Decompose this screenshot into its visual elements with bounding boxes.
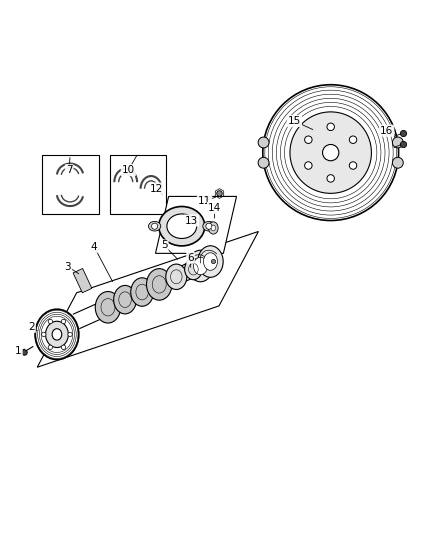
Circle shape	[206, 223, 212, 229]
Ellipse shape	[148, 221, 161, 231]
Text: 11: 11	[198, 196, 211, 206]
Circle shape	[258, 137, 269, 148]
Text: 3: 3	[64, 262, 71, 271]
Ellipse shape	[203, 253, 217, 270]
Ellipse shape	[159, 206, 205, 246]
Ellipse shape	[167, 214, 197, 238]
Bar	[42, 155, 99, 214]
Circle shape	[392, 157, 403, 168]
Ellipse shape	[113, 286, 136, 314]
Circle shape	[68, 332, 72, 336]
Ellipse shape	[52, 329, 62, 340]
Circle shape	[392, 137, 403, 148]
Text: 1: 1	[15, 345, 22, 356]
Circle shape	[48, 345, 53, 350]
Circle shape	[304, 162, 312, 169]
Circle shape	[61, 345, 66, 350]
Circle shape	[327, 175, 335, 182]
Bar	[73, 269, 92, 293]
Ellipse shape	[35, 309, 79, 360]
Circle shape	[61, 319, 66, 324]
Text: 10: 10	[122, 165, 135, 175]
Ellipse shape	[198, 246, 223, 277]
Ellipse shape	[95, 292, 120, 323]
Circle shape	[349, 162, 357, 169]
Circle shape	[152, 223, 158, 229]
Circle shape	[327, 123, 335, 131]
Text: 12: 12	[150, 183, 163, 193]
Circle shape	[304, 136, 312, 143]
Circle shape	[322, 144, 339, 161]
Ellipse shape	[131, 278, 153, 306]
Text: 16: 16	[380, 126, 393, 136]
Circle shape	[263, 85, 399, 221]
Ellipse shape	[194, 257, 208, 274]
Text: 4: 4	[91, 242, 98, 252]
Circle shape	[349, 136, 357, 143]
Ellipse shape	[188, 250, 213, 282]
Ellipse shape	[46, 321, 68, 348]
Text: 7: 7	[66, 165, 73, 175]
Text: 15: 15	[288, 116, 301, 126]
Circle shape	[290, 112, 371, 193]
Text: 5: 5	[161, 240, 168, 251]
Ellipse shape	[146, 269, 172, 300]
Ellipse shape	[203, 221, 215, 231]
Bar	[110, 155, 166, 214]
Text: 13: 13	[185, 215, 198, 225]
Text: 6: 6	[187, 253, 194, 263]
Circle shape	[42, 332, 46, 336]
Text: 2: 2	[28, 322, 35, 332]
Ellipse shape	[185, 259, 202, 280]
Circle shape	[48, 319, 53, 324]
Ellipse shape	[166, 264, 187, 289]
Text: 14: 14	[208, 203, 221, 213]
Circle shape	[258, 157, 269, 168]
Ellipse shape	[208, 222, 218, 234]
Polygon shape	[155, 197, 237, 253]
Ellipse shape	[211, 225, 215, 231]
